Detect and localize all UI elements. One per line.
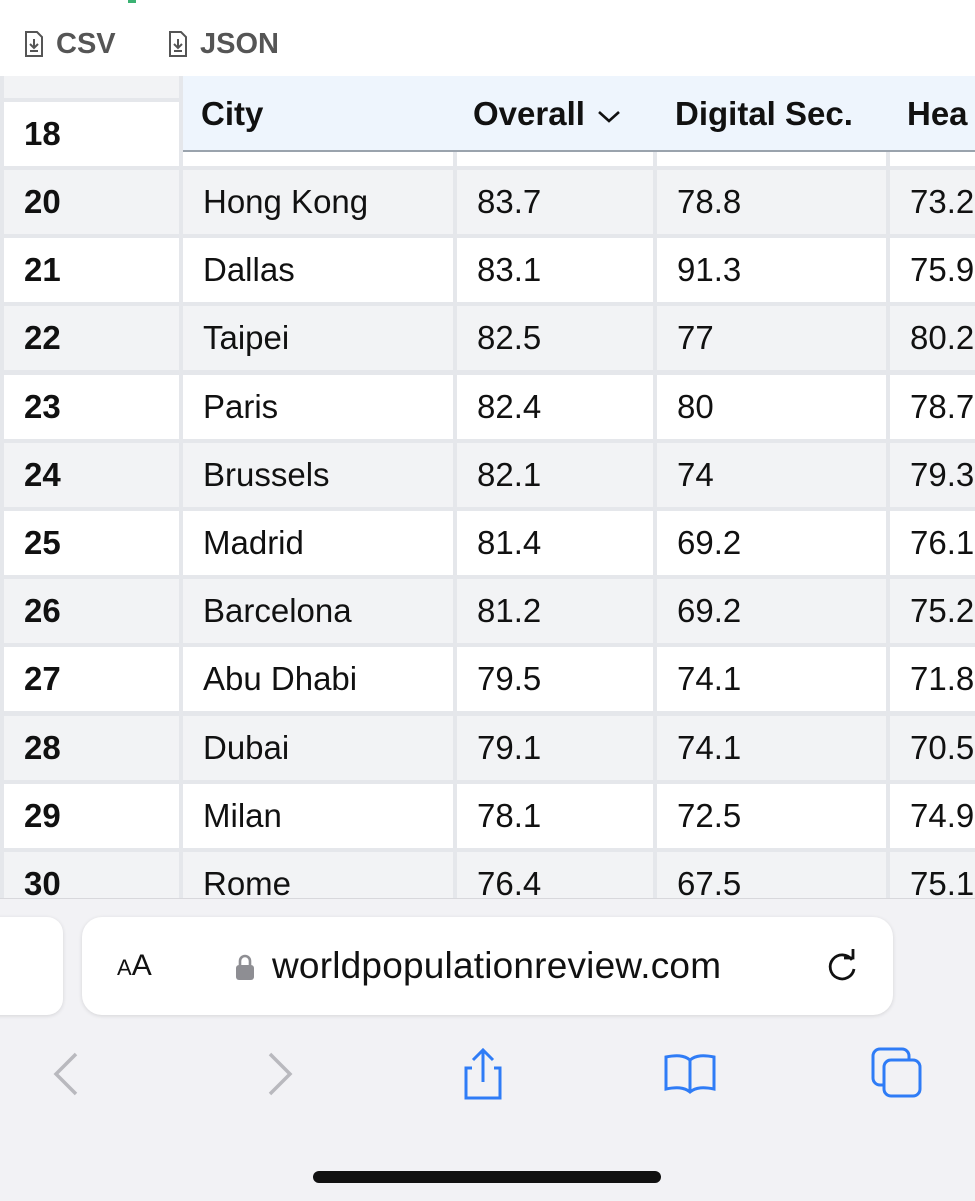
rank-cell: 20 (4, 170, 179, 234)
city-cell: Dallas (183, 238, 453, 302)
city-cell: Dubai (183, 716, 453, 780)
city-cell: Paris (183, 375, 453, 439)
overall-cell: 82.5 (457, 306, 653, 370)
rankings-table: 18 18 City Overall Digital Sec. Hea 20Ho… (0, 76, 975, 898)
city-cell: Madrid (183, 511, 453, 575)
forward-icon[interactable] (248, 1044, 308, 1104)
back-icon[interactable] (38, 1044, 98, 1104)
export-json-button[interactable]: JSON (166, 24, 279, 64)
table-cell-partial (890, 152, 975, 166)
table-cell-partial (183, 152, 453, 166)
export-bar: CSV JSON (0, 0, 975, 76)
digital-security-cell: 69.2 (657, 511, 886, 575)
city-cell: Taipei (183, 306, 453, 370)
city-cell: Brussels (183, 443, 453, 507)
column-header-overall[interactable]: Overall (473, 76, 622, 150)
text-size-button[interactable]: AA (117, 949, 152, 982)
overall-cell: 79.5 (457, 647, 653, 711)
overall-cell: 82.4 (457, 375, 653, 439)
home-indicator (313, 1171, 661, 1183)
health-cell: 71.8 (890, 647, 975, 711)
digital-security-cell: 91.3 (657, 238, 886, 302)
health-cell: 75.1 (890, 852, 975, 898)
rank-cell-partial: 18 (4, 76, 179, 98)
health-cell: 70.5 (890, 716, 975, 780)
digital-security-cell: 69.2 (657, 579, 886, 643)
reload-icon[interactable] (822, 947, 862, 987)
previous-tab-card[interactable] (0, 917, 63, 1015)
city-cell: Rome (183, 852, 453, 898)
city-cell: Abu Dhabi (183, 647, 453, 711)
overall-cell: 76.4 (457, 852, 653, 898)
download-file-icon (25, 31, 43, 57)
rank-cell: 27 (4, 647, 179, 711)
lock-icon (236, 954, 254, 980)
rank-cell: 30 (4, 852, 179, 898)
health-cell: 75.2 (890, 579, 975, 643)
top-accent (128, 0, 136, 3)
rank-cell: 21 (4, 238, 179, 302)
digital-security-cell: 67.5 (657, 852, 886, 898)
digital-security-cell: 74 (657, 443, 886, 507)
rank-cell: 22 (4, 306, 179, 370)
overall-cell: 79.1 (457, 716, 653, 780)
export-csv-label: CSV (56, 27, 116, 60)
city-cell: Milan (183, 784, 453, 848)
health-cell: 73.2 (890, 170, 975, 234)
sort-chevron-down-icon (598, 111, 620, 124)
bookmarks-icon[interactable] (660, 1044, 720, 1104)
rank-cell: 24 (4, 443, 179, 507)
digital-security-cell: 74.1 (657, 647, 886, 711)
url-text[interactable]: worldpopulationreview.com (272, 945, 722, 986)
rank-cell: 29 (4, 784, 179, 848)
table-cell-partial (657, 152, 886, 166)
health-cell: 74.9 (890, 784, 975, 848)
city-cell: Barcelona (183, 579, 453, 643)
address-bar[interactable]: AA worldpopulationreview.com (82, 917, 893, 1015)
health-cell: 76.1 (890, 511, 975, 575)
digital-security-cell: 77 (657, 306, 886, 370)
digital-security-cell: 78.8 (657, 170, 886, 234)
rank-cell: 26 (4, 579, 179, 643)
health-cell: 78.7 (890, 375, 975, 439)
rank-cell: 23 (4, 375, 179, 439)
digital-security-cell: 72.5 (657, 784, 886, 848)
digital-security-cell: 80 (657, 375, 886, 439)
export-json-label: JSON (200, 27, 279, 60)
health-cell: 80.2 (890, 306, 975, 370)
overall-cell: 83.1 (457, 238, 653, 302)
overall-cell: 78.1 (457, 784, 653, 848)
rank-cell: 25 (4, 511, 179, 575)
overall-cell: 81.2 (457, 579, 653, 643)
export-csv-button[interactable]: CSV (22, 24, 116, 64)
city-cell: Hong Kong (183, 170, 453, 234)
share-icon[interactable] (452, 1044, 512, 1104)
column-header-digital-security[interactable]: Digital Sec. (675, 95, 853, 132)
browser-toolbar: AA worldpopulationreview.com (0, 898, 975, 1201)
column-header-health[interactable]: Hea (907, 95, 968, 132)
overall-cell: 83.7 (457, 170, 653, 234)
health-cell: 79.3 (890, 443, 975, 507)
overall-cell: 81.4 (457, 511, 653, 575)
rank-cell: 28 (4, 716, 179, 780)
download-file-icon (169, 31, 187, 57)
health-cell: 75.9 (890, 238, 975, 302)
rank-cell: 18 (4, 102, 179, 166)
tabs-icon[interactable] (868, 1044, 928, 1104)
table-header: City Overall Digital Sec. Hea (183, 76, 975, 152)
table-cell-partial (457, 152, 653, 166)
column-header-city[interactable]: City (201, 95, 264, 132)
digital-security-cell: 74.1 (657, 716, 886, 780)
overall-cell: 82.1 (457, 443, 653, 507)
